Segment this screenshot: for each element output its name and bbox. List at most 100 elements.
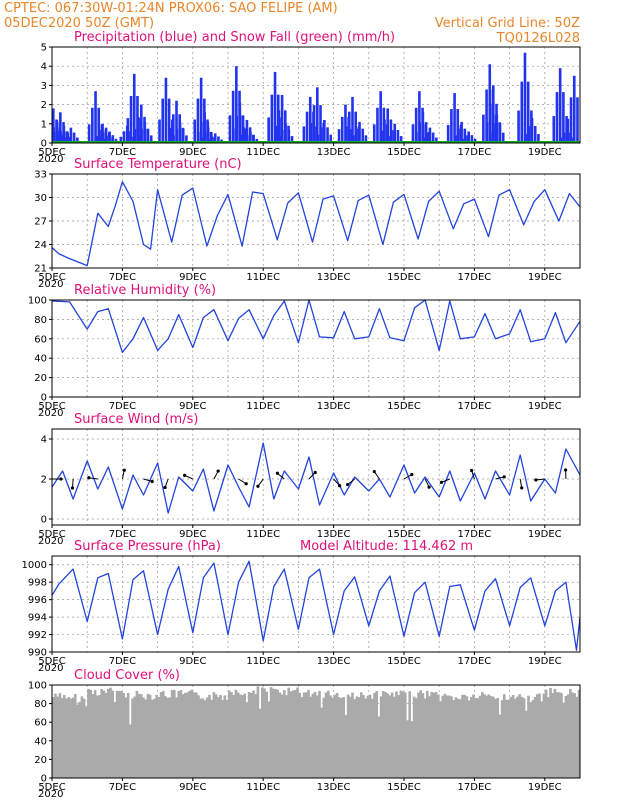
cloud-bar: [212, 692, 216, 778]
xtick-label: 11DEC: [246, 656, 280, 667]
cloud-bar: [137, 693, 141, 778]
cloud-bar: [221, 699, 224, 778]
cloud-bar: [555, 692, 559, 778]
wind-vector-head: [470, 468, 474, 473]
precip-bar: [232, 128, 235, 143]
cloud-bar: [91, 694, 95, 778]
ytick-label: 30: [34, 193, 47, 204]
precip-bar: [69, 127, 73, 143]
precip-bar: [91, 107, 94, 143]
cloud-bar: [476, 698, 480, 778]
xtick-label: 13DEC: [317, 782, 351, 793]
cloud-bar: [243, 693, 246, 778]
xtick-label: 15DEC: [387, 401, 421, 412]
cloud-bar: [518, 694, 521, 778]
cloud-bar: [452, 700, 455, 778]
xtick-label: 7DEC: [109, 401, 136, 412]
cloud-bar: [236, 692, 240, 778]
precip-bar: [492, 85, 495, 143]
precip-bar: [228, 115, 232, 143]
precip-bar: [55, 122, 59, 143]
xtick-label: 15DEC: [387, 272, 421, 283]
precip-bar: [329, 134, 333, 143]
cloud-bar: [232, 694, 235, 778]
cloud-bar: [542, 693, 546, 778]
precip-bar: [196, 131, 200, 143]
precip-bar: [562, 132, 566, 143]
wind-vector-head: [410, 472, 414, 477]
cloud-bar: [371, 698, 374, 778]
precip-bar: [418, 91, 421, 143]
precip-bar: [460, 138, 464, 143]
precip-bar: [498, 123, 502, 143]
cloud-bar: [575, 696, 579, 778]
cloud-bar: [481, 692, 484, 778]
cloud-bar: [551, 693, 554, 778]
cloud-bar: [419, 690, 422, 778]
precip-bar: [149, 135, 153, 143]
ytick-label: 1: [41, 119, 47, 130]
cloud-bar: [230, 692, 233, 778]
cloud-bar: [131, 698, 134, 778]
wind-vector-head: [256, 484, 260, 488]
cloud-bar: [254, 694, 257, 778]
precip-bar: [393, 123, 397, 143]
precip-bar: [457, 128, 460, 143]
xtick-label: 7DEC: [109, 272, 136, 283]
precip-bar: [316, 134, 320, 143]
ytick-label: 24: [34, 240, 47, 251]
precip-bar: [358, 121, 361, 143]
cloud-bar: [322, 697, 326, 778]
precip-bar: [418, 122, 421, 143]
precip-bar: [517, 110, 520, 143]
cloud-bar: [351, 692, 354, 778]
precip-bar: [435, 137, 438, 143]
cloud-bar: [272, 688, 275, 778]
precip-bar: [203, 132, 207, 143]
temp-series-line: [51, 181, 581, 267]
cloud-bar: [562, 702, 565, 778]
cloud-bar: [148, 694, 152, 778]
precip-bar: [431, 132, 435, 143]
ytick-label: 40: [34, 736, 47, 747]
cloud-bar: [373, 692, 376, 778]
ytick-label: 996: [28, 595, 47, 606]
precip-bar: [178, 121, 182, 143]
precip-bar: [255, 138, 259, 143]
header-datetime: 05DEC2020 50Z (GMT): [4, 16, 154, 31]
precip-bar: [140, 104, 143, 143]
precip-bar: [428, 127, 432, 143]
precip-bar: [63, 137, 66, 143]
precip-bar: [414, 107, 418, 143]
cloud-bar: [472, 694, 475, 778]
xaxis-year-label: 2020: [38, 408, 63, 419]
cloud-bar: [122, 693, 125, 778]
cloud-bar: [76, 704, 79, 778]
cloud-bar: [120, 691, 123, 778]
cloud-bar: [234, 689, 238, 778]
cloud-bar: [210, 699, 213, 778]
wind-vector-head: [372, 469, 376, 474]
header-grid-note: Vertical Grid Line: 50Z: [435, 16, 580, 31]
precip-bar: [460, 121, 463, 143]
cloud-bar: [208, 694, 211, 778]
cloud-bar: [274, 689, 277, 778]
cloud-bar: [87, 689, 90, 778]
precip-bar: [239, 134, 242, 143]
panel-title: Surface Wind (m/s): [74, 412, 198, 427]
cloud-bar: [311, 693, 315, 778]
xtick-label: 13DEC: [317, 529, 351, 540]
wind-vector-head: [427, 485, 431, 489]
precip-bar: [245, 135, 249, 143]
cloud-bar: [146, 693, 150, 778]
cloud-bar: [509, 696, 513, 778]
precip-bar: [167, 98, 171, 143]
cloud-bar: [186, 692, 189, 778]
cloud-bar: [346, 694, 350, 778]
precip-bar: [249, 131, 252, 143]
xaxis-year-label: 2020: [38, 279, 63, 290]
cloud-bar: [417, 692, 420, 778]
cloud-bar: [63, 695, 66, 778]
precip-bar: [576, 97, 579, 143]
precip-bar: [245, 119, 249, 143]
